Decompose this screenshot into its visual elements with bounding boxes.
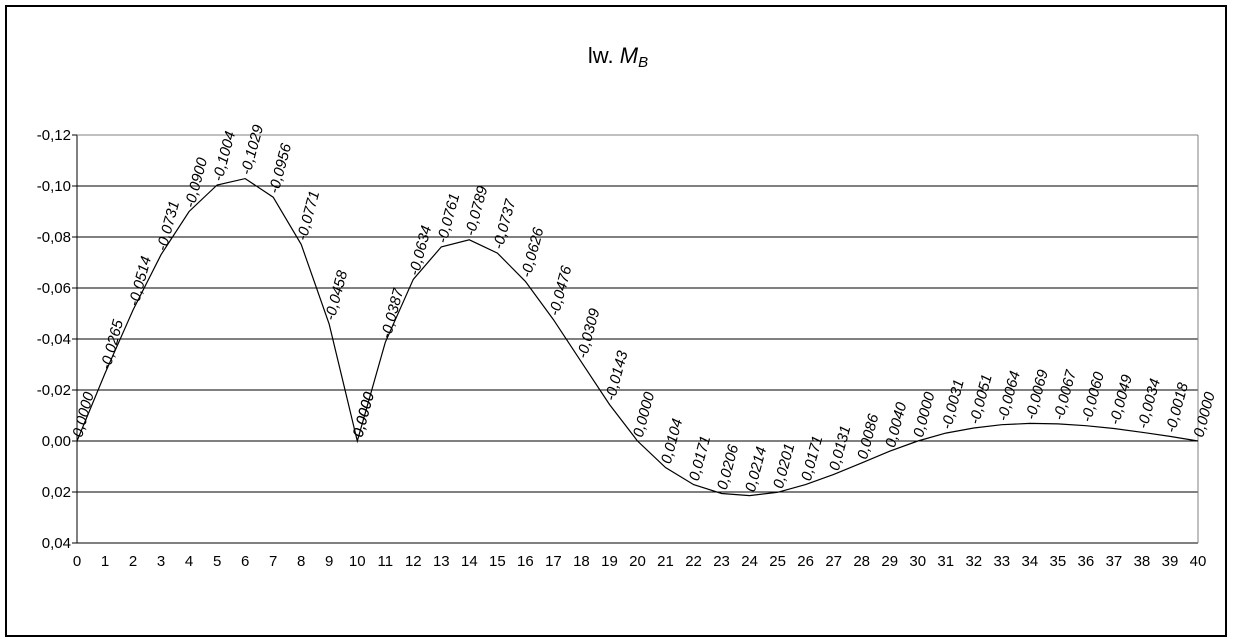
data-label: -0,0031 <box>938 378 968 432</box>
data-label: -0,0143 <box>602 348 632 402</box>
x-tick-label: 25 <box>769 553 786 570</box>
data-label: -0,0458 <box>322 268 352 322</box>
y-tick-label: -0,10 <box>37 178 71 195</box>
data-label: -0,0034 <box>1134 377 1164 431</box>
data-label: -0,0514 <box>125 254 155 308</box>
x-tick-label: 3 <box>157 553 165 570</box>
x-tick-label: 30 <box>909 553 926 570</box>
x-tick-label: 34 <box>1022 553 1039 570</box>
x-tick-label: 33 <box>993 553 1010 570</box>
chart-title: lw. MB <box>7 43 1229 71</box>
x-tick-label: 22 <box>685 553 702 570</box>
x-tick-label: 4 <box>185 553 193 570</box>
x-tick-label: 15 <box>489 553 506 570</box>
x-tick-label: 32 <box>965 553 982 570</box>
data-label: -0,0067 <box>1050 368 1080 422</box>
x-tick-label: 20 <box>629 553 646 570</box>
data-label: 0,0000 <box>910 390 938 439</box>
data-label: -0,0265 <box>97 317 127 371</box>
data-label: -0,0018 <box>1162 380 1192 434</box>
y-tick-label: 0,00 <box>42 433 71 450</box>
x-tick-label: 21 <box>657 553 674 570</box>
y-tick-label: -0,04 <box>37 331 71 348</box>
data-label: 0,0131 <box>826 424 854 473</box>
data-label: -0,0060 <box>1078 370 1108 424</box>
x-tick-label: 13 <box>433 553 450 570</box>
x-tick-label: 2 <box>129 553 137 570</box>
x-tick-label: 23 <box>713 553 730 570</box>
data-label: 0,0201 <box>770 442 798 491</box>
data-label: -0,0476 <box>546 263 576 317</box>
x-tick-label: 5 <box>213 553 221 570</box>
y-tick-label: -0,06 <box>37 280 71 297</box>
x-tick-label: 12 <box>405 553 422 570</box>
chart-frame: lw. MB -0,12 -0,10 -0,08 -0,06 -0,04 -0,02 0,0… <box>5 5 1227 637</box>
x-tick-label: 35 <box>1050 553 1067 570</box>
data-label: 0,0206 <box>714 442 742 491</box>
x-tick-label: 10 <box>349 553 366 570</box>
x-tick-label: 1 <box>101 553 109 570</box>
data-label: -0,0900 <box>182 155 212 209</box>
x-tick-label: 14 <box>461 553 478 570</box>
x-tick-label: 24 <box>741 553 758 570</box>
data-label: -0,0731 <box>154 199 184 253</box>
x-tick-label: 8 <box>297 553 305 570</box>
x-tick-label: 0 <box>73 553 81 570</box>
data-label: -0,0051 <box>966 372 996 426</box>
data-label: -0,0626 <box>518 225 548 279</box>
data-label: 0,0000 <box>1190 390 1218 439</box>
data-label: -0,0737 <box>490 197 520 251</box>
data-label: -0,0049 <box>1106 372 1136 426</box>
y-tick-label: -0,02 <box>37 382 71 399</box>
y-tick-label: -0,08 <box>37 229 71 246</box>
y-tick-label: 0,02 <box>42 484 71 501</box>
x-tick-label: 17 <box>545 553 562 570</box>
data-label: -0,0309 <box>574 306 604 360</box>
y-tick-label: 0,04 <box>42 535 71 552</box>
data-label: -0,0956 <box>266 141 296 195</box>
x-tick-label: 6 <box>241 553 249 570</box>
data-label: 0,0040 <box>882 400 910 449</box>
data-label: -0,0069 <box>1022 367 1052 421</box>
data-label: 0,0214 <box>742 445 770 494</box>
x-tick-label: 39 <box>1162 553 1179 570</box>
x-tick-label: 40 <box>1190 553 1207 570</box>
chart-title-subscript: B <box>638 54 649 71</box>
x-tick-label: 26 <box>797 553 814 570</box>
data-label: 0,0000 <box>630 390 658 439</box>
data-label: -0,0064 <box>994 369 1024 423</box>
x-tick-label: 31 <box>937 553 954 570</box>
x-tick-label: 29 <box>881 553 898 570</box>
data-label: -0,0771 <box>294 189 324 243</box>
data-label: -0,0789 <box>462 184 492 238</box>
data-label: -0,1004 <box>210 129 240 183</box>
x-tick-label: 9 <box>325 553 333 570</box>
data-label: 0,0086 <box>854 412 882 461</box>
chart-title-prefix: lw. <box>587 43 614 68</box>
chart-title-symbol: M <box>619 43 639 68</box>
series-line <box>76 177 1199 497</box>
data-label: -0,1029 <box>238 122 268 176</box>
x-tick-label: 18 <box>573 553 590 570</box>
x-tick-label: 27 <box>825 553 842 570</box>
x-tick-label: 11 <box>377 553 393 570</box>
x-tick-label: 36 <box>1078 553 1095 570</box>
data-label: 0,0000 <box>350 390 378 439</box>
x-tick-label: 7 <box>269 553 277 570</box>
data-label: 0,0000 <box>69 390 97 439</box>
data-label: -0,0634 <box>406 224 436 278</box>
x-tick-label: 19 <box>601 553 618 570</box>
x-tick-label: 28 <box>853 553 870 570</box>
x-tick-label: 16 <box>517 553 534 570</box>
chart-plot: -0,12 -0,10 -0,08 -0,06 -0,04 -0,02 0,00 0,02 0,… <box>37 122 1219 570</box>
x-tick-label: 38 <box>1134 553 1151 570</box>
data-label: -0,0387 <box>378 286 408 340</box>
y-tick-label: -0,12 <box>37 127 71 144</box>
x-tick-label: 37 <box>1106 553 1123 570</box>
